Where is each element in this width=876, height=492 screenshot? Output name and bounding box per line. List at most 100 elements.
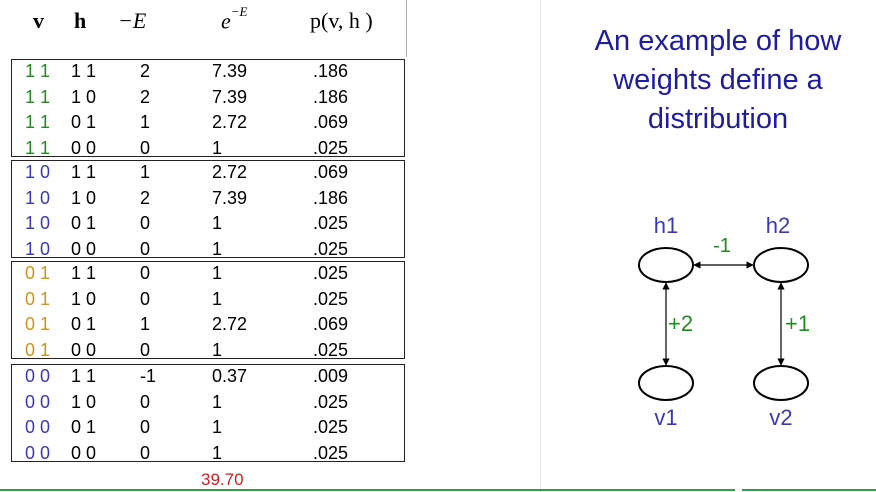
cell-probability: .025 bbox=[313, 339, 349, 360]
cell-hidden-state: 0 1 bbox=[71, 112, 97, 132]
cell-exp-neg-energy: 2.72 bbox=[212, 112, 248, 132]
node-h2 bbox=[753, 247, 809, 283]
cell-exp-neg-energy: 1 bbox=[212, 442, 223, 463]
cell-hidden-state: 0 0 bbox=[71, 238, 97, 259]
header-neg-energy: −E bbox=[118, 8, 147, 33]
cell-exp-neg-energy: 1 bbox=[212, 263, 223, 283]
cell-hidden-state: 1 1 bbox=[71, 61, 97, 81]
cell-hidden-state: 1 0 bbox=[71, 86, 97, 107]
cell-visible-state: 1 1 bbox=[25, 61, 51, 81]
header-exp-sup: −E bbox=[230, 4, 248, 19]
cell-hidden-state: 0 0 bbox=[71, 442, 97, 463]
cell-neg-energy: 0 bbox=[140, 263, 151, 283]
cell-probability: .069 bbox=[313, 162, 349, 182]
node-v1 bbox=[638, 365, 694, 401]
cell-neg-energy: -1 bbox=[140, 366, 157, 386]
cell-neg-energy: 0 bbox=[140, 417, 151, 437]
cell-hidden-state: 0 0 bbox=[71, 339, 97, 360]
cell-neg-energy: 0 bbox=[140, 213, 151, 233]
cell-probability: .069 bbox=[313, 112, 349, 132]
cell-probability: .025 bbox=[313, 213, 349, 233]
cell-visible-state: 0 0 bbox=[25, 391, 51, 412]
cell-exp-neg-energy: 1 bbox=[212, 391, 223, 412]
table-group bbox=[11, 364, 405, 462]
node-label-v1: v1 bbox=[654, 405, 677, 430]
cell-neg-energy: 2 bbox=[140, 61, 151, 81]
cell-exp-neg-energy: 1 bbox=[212, 288, 223, 309]
cell-probability: .025 bbox=[313, 288, 349, 309]
cell-probability: .186 bbox=[313, 61, 349, 81]
cell-visible-state: 0 0 bbox=[25, 366, 51, 386]
cell-hidden-state: 1 0 bbox=[71, 187, 97, 208]
cell-visible-state: 0 1 bbox=[25, 288, 51, 309]
cell-neg-energy: 1 bbox=[140, 112, 151, 132]
table-group bbox=[11, 160, 405, 258]
partition-total: 39.70 bbox=[201, 470, 244, 489]
slide-title: An example of how weights define a distr… bbox=[594, 25, 842, 135]
cell-exp-neg-energy: 7.39 bbox=[212, 61, 248, 81]
cell-exp-neg-energy: 1 bbox=[212, 213, 223, 233]
cell-probability: .025 bbox=[313, 391, 349, 412]
cell-exp-neg-energy: 1 bbox=[212, 238, 223, 259]
cell-probability: .025 bbox=[313, 137, 349, 158]
cell-hidden-state: 1 0 bbox=[71, 391, 97, 412]
cell-probability: .069 bbox=[313, 314, 349, 334]
cell-exp-neg-energy: 0.37 bbox=[212, 366, 248, 386]
node-h1 bbox=[638, 247, 694, 283]
cell-visible-state: 1 0 bbox=[25, 162, 51, 182]
cell-hidden-state: 1 1 bbox=[71, 263, 97, 283]
footer-rule-right bbox=[742, 489, 876, 491]
header-probability: p(v, h ) bbox=[310, 8, 373, 33]
cell-hidden-state: 0 1 bbox=[71, 314, 97, 334]
cell-visible-state: 0 1 bbox=[25, 339, 51, 360]
header-exp-neg-energy: e−E bbox=[221, 4, 247, 34]
cell-visible-state: 1 0 bbox=[25, 238, 51, 259]
cell-probability: .009 bbox=[313, 366, 349, 386]
cell-neg-energy: 1 bbox=[140, 314, 151, 334]
cell-exp-neg-energy: 2.72 bbox=[212, 314, 248, 334]
cell-hidden-state: 1 1 bbox=[71, 162, 97, 182]
cell-hidden-state: 0 1 bbox=[71, 213, 97, 233]
cell-neg-energy: 0 bbox=[140, 238, 151, 259]
node-label-h2: h2 bbox=[766, 213, 790, 238]
cell-visible-state: 0 1 bbox=[25, 314, 51, 334]
cell-probability: .025 bbox=[313, 238, 349, 259]
cell-exp-neg-energy: 7.39 bbox=[212, 187, 248, 208]
cell-exp-neg-energy: 1 bbox=[212, 137, 223, 158]
cell-neg-energy: 1 bbox=[140, 162, 151, 182]
weight-h2-v2: +1 bbox=[785, 311, 810, 336]
cell-visible-state: 1 0 bbox=[25, 213, 51, 233]
cell-visible-state: 1 1 bbox=[25, 112, 51, 132]
cell-neg-energy: 0 bbox=[140, 137, 151, 158]
node-v2 bbox=[753, 365, 809, 401]
weight-h1-v1: +2 bbox=[668, 311, 693, 336]
cell-exp-neg-energy: 1 bbox=[212, 339, 223, 360]
cell-neg-energy: 0 bbox=[140, 288, 151, 309]
table-group bbox=[11, 59, 405, 157]
header-exp-base: e bbox=[221, 8, 231, 34]
cell-visible-state: 1 1 bbox=[25, 86, 51, 107]
cell-visible-state: 1 0 bbox=[25, 187, 51, 208]
cell-visible-state: 0 0 bbox=[25, 442, 51, 463]
cell-hidden-state: 1 1 bbox=[71, 366, 97, 386]
header-divider bbox=[406, 0, 407, 57]
cell-neg-energy: 2 bbox=[140, 86, 151, 107]
cell-probability: .025 bbox=[313, 263, 349, 283]
cell-visible-state: 0 1 bbox=[25, 263, 51, 283]
cell-probability: .025 bbox=[313, 442, 349, 463]
cell-exp-neg-energy: 2.72 bbox=[212, 162, 248, 182]
cell-hidden-state: 0 0 bbox=[71, 137, 97, 158]
cell-exp-neg-energy: 1 bbox=[212, 417, 223, 437]
weight-h1-h2: -1 bbox=[713, 235, 731, 257]
cell-neg-energy: 0 bbox=[140, 339, 151, 360]
cell-hidden-state: 0 1 bbox=[71, 417, 97, 437]
cell-probability: .186 bbox=[313, 187, 349, 208]
cell-hidden-state: 1 0 bbox=[71, 288, 97, 309]
cell-neg-energy: 0 bbox=[140, 391, 151, 412]
cell-neg-energy: 2 bbox=[140, 187, 151, 208]
cell-exp-neg-energy: 7.39 bbox=[212, 86, 248, 107]
panel-divider bbox=[540, 0, 541, 492]
network-diagram: h1 h2 -1 +2 +1 v1 v2 bbox=[638, 213, 810, 430]
cell-visible-state: 1 1 bbox=[25, 137, 51, 158]
